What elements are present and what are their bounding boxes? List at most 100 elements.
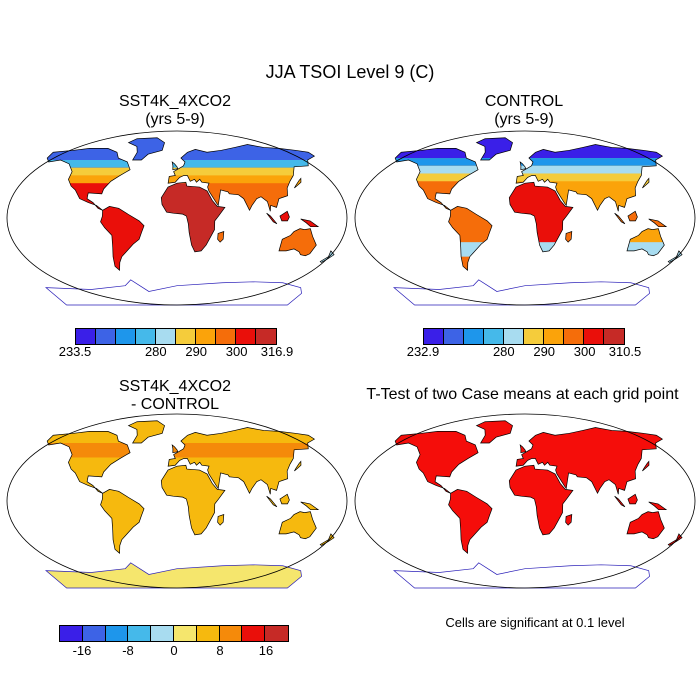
land-region-newGuinea [648,501,667,510]
coastline-borneo [627,210,638,222]
colorbar-tick-label: 0 [170,643,178,658]
colorbar-box [219,626,243,641]
colorbar-box [504,329,524,344]
map-frame [6,130,348,306]
land-region-madagascar [217,231,224,243]
land-region-borneo [627,494,638,504]
coastline-newGuinea [300,501,320,511]
coastline-africa [508,464,574,536]
coastline-southAmerica [100,206,145,271]
latitude-band [46,137,335,160]
colorbar-box [176,329,196,344]
coastline-madagascar [217,514,225,526]
colorbar-tick-label: 16 [258,643,274,658]
coastline-australia [626,228,665,257]
colorbar-box [128,626,152,641]
coastline-eurasia [515,144,664,212]
panel1-map [6,130,348,306]
land-region-southAmerica [448,489,493,554]
coastline-southAmerica [448,206,493,271]
coastline-japan [294,460,302,472]
latitude-band [394,158,683,166]
panel1-title-line1: SST4K_4XCO2 [118,93,232,110]
colorbar-box [82,626,106,641]
coastline-uk [519,161,527,171]
colorbar-box [242,626,266,641]
colorbar-tick-label: 310.5 [608,344,642,359]
panel2-title: CONTROL (yrs 5-9) [409,93,639,129]
land-region-australia [278,228,317,256]
coastline-sumatra [614,212,626,225]
coastline-eurasia [167,427,316,495]
coastline-greenland [475,420,513,444]
land-region-newGuinea [300,501,319,510]
panel2-title-line1: CONTROL [484,93,564,110]
latitude-band [394,137,683,159]
colorbar-box [564,329,584,344]
colorbar-box [60,626,83,641]
colorbar-box [424,329,444,344]
colorbar-tick-label: -16 [72,643,92,658]
panel1-title: SST4K_4XCO2 (yrs 5-9) [60,93,290,129]
coastline-northAmerica [394,148,479,211]
panel1-title-line2: (yrs 5-9) [145,111,205,128]
coastline-newZealand [667,533,683,546]
land-region-northAmerica [395,431,479,494]
latitude-band [46,175,335,184]
panel3-title-line2: - CONTROL [131,396,219,413]
colorbar-tick-label: 8 [216,643,224,658]
latitude-band [46,167,335,176]
coastline-australia [278,228,317,257]
land-region-southAmerica [100,489,145,554]
coastline-greenland [127,420,165,444]
colorbar-tick-label: -8 [122,643,134,658]
coastline-sumatra [614,495,626,508]
figure-title: JJA TSOI Level 9 (C) [265,62,435,82]
latitude-band [394,173,683,182]
coastline-greenland [475,137,513,161]
coastline-australia [626,511,665,540]
colorbar-box [173,626,197,641]
significance-note: Cells are significant at 0.1 level [445,615,625,630]
coastline-newGuinea [648,218,668,228]
coastline-eurasia [515,427,664,495]
land-region-africa [509,182,573,252]
coastline-japan [294,177,302,189]
latitude-band [46,160,335,168]
colorbar-tick-label: 290 [533,344,556,359]
land-region-antarctica [394,279,650,305]
coastline-africa [160,181,226,253]
coastline-northAmerica [46,431,131,494]
coastline-antarctica [393,279,650,306]
map-frame [354,413,696,589]
coastline-antarctica [393,562,650,589]
land-region-madagascar [565,514,572,526]
panel3-colorbar [59,625,289,642]
colorbar-box [105,626,129,641]
panel4-title-line1: T-Test of two Case means at each grid po… [366,386,679,403]
colorbar-box [76,329,96,344]
map-frame [6,413,348,589]
coastline-madagascar [217,231,225,243]
coastline-uk [171,444,179,454]
land-region-northAmerica [47,431,131,494]
land-region-antarctica [394,562,650,588]
coastline-newGuinea [300,218,320,228]
latitude-band [394,242,683,257]
colorbar-box [444,329,464,344]
colorbar-box [196,329,216,344]
panel2-colorbar [423,328,625,345]
coastline-eurasia [167,144,316,212]
panel1-colorbar [75,328,277,345]
coastline-madagascar [565,514,573,526]
land-region-antarctica [46,279,302,305]
land-region-uk [520,444,526,453]
coastline-northAmerica [394,431,479,494]
land-region-greenland [476,420,513,443]
coastline-africa [508,181,574,253]
colorbar-box [484,329,504,344]
colorbar-tick-label: 232.9 [406,344,440,359]
colorbar-box [256,329,276,344]
panel3-title-line1: SST4K_4XCO2 [118,378,232,395]
colorbar-box [584,329,604,344]
